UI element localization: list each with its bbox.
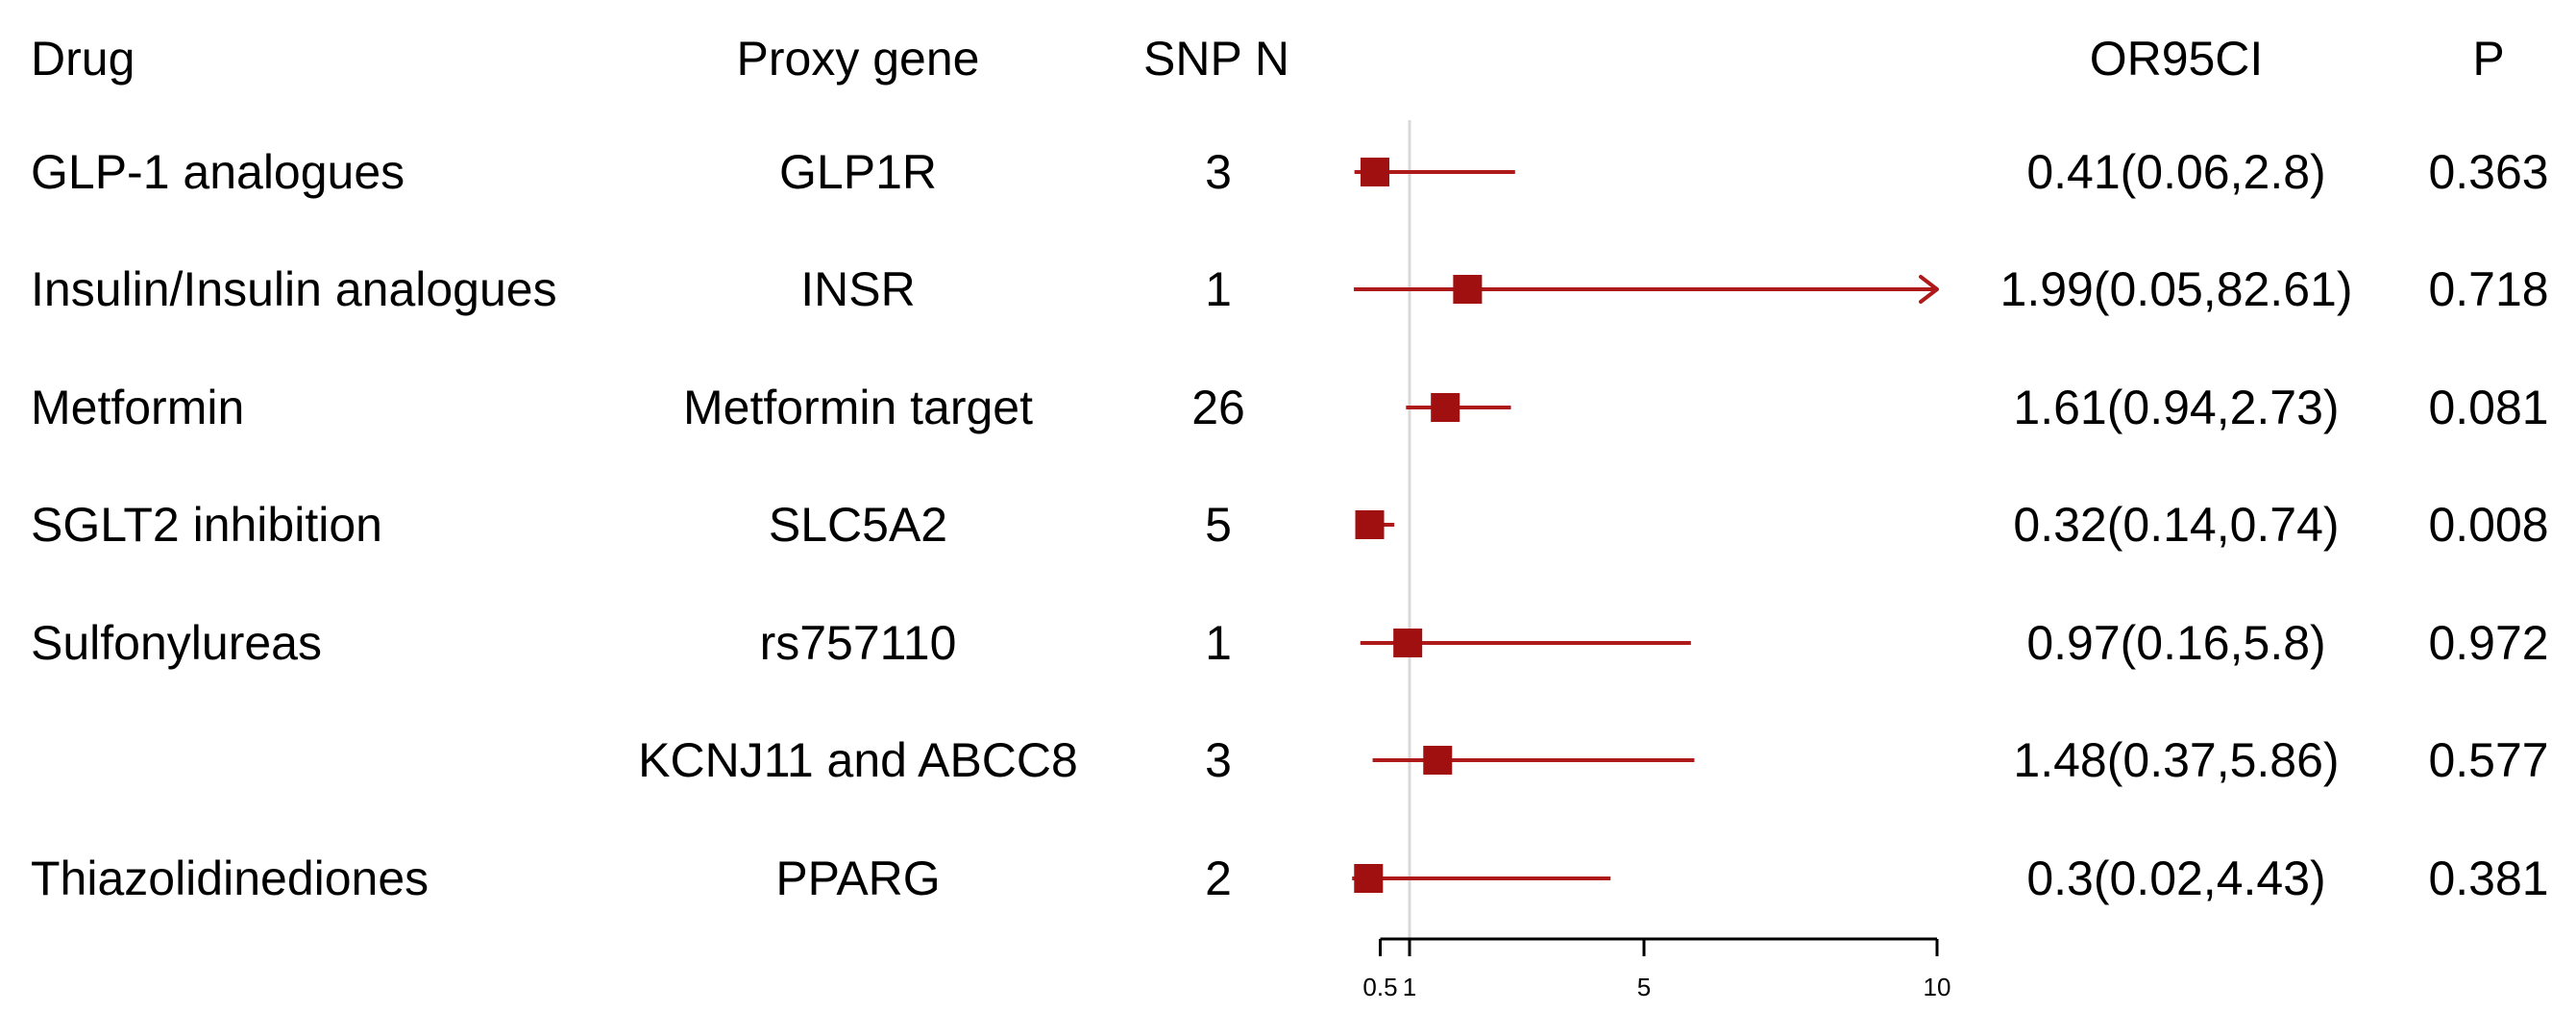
row-proxy-gene-label: Metformin target	[682, 381, 1034, 434]
row-proxy-gene-label: rs757110	[759, 616, 957, 670]
row-or95ci-value: 1.61(0.94,2.73)	[2013, 381, 2340, 434]
column-header-snp-n: SNP N	[1143, 32, 1289, 86]
column-header-or95ci: OR95CI	[2089, 32, 2264, 86]
column-header-drug: Drug	[31, 32, 135, 86]
or-marker	[1354, 864, 1384, 893]
row-snp-n-value: 1	[1205, 616, 1232, 670]
row-or95ci-value: 0.32(0.14,0.74)	[2013, 498, 2340, 552]
row-proxy-gene-label: INSR	[800, 262, 916, 316]
row-p-value: 0.381	[2428, 852, 2549, 905]
axis-tick-label: 0.5	[1362, 973, 1397, 1001]
axis-tick-label: 5	[1637, 973, 1651, 1001]
row-drug-label: GLP-1 analogues	[31, 145, 405, 199]
row-or95ci-value: 1.48(0.37,5.86)	[2013, 733, 2340, 787]
or-marker	[1393, 629, 1423, 657]
or-marker	[1423, 746, 1453, 775]
row-drug-label: Thiazolidinediones	[31, 852, 429, 905]
or-marker	[1431, 393, 1460, 422]
axis-tick-label: 1	[1403, 973, 1416, 1001]
row-drug-label: SGLT2 inhibition	[31, 498, 382, 552]
or-marker	[1355, 510, 1385, 539]
column-header-p: P	[2472, 32, 2505, 86]
row-p-value: 0.008	[2428, 498, 2549, 552]
row-drug-label: Insulin/Insulin analogues	[31, 262, 557, 316]
row-snp-n-value: 1	[1205, 262, 1232, 316]
row-p-value: 0.577	[2428, 733, 2549, 787]
axis-tick-label: 10	[1924, 973, 1951, 1001]
row-proxy-gene-label: SLC5A2	[768, 498, 948, 552]
or-marker	[1453, 275, 1483, 304]
row-proxy-gene-label: GLP1R	[779, 145, 937, 199]
row-snp-n-value: 26	[1191, 381, 1245, 434]
row-proxy-gene-label: KCNJ11 and ABCC8	[638, 733, 1078, 787]
row-or95ci-value: 0.3(0.02,4.43)	[2026, 852, 2326, 905]
row-drug-label: Sulfonylureas	[31, 616, 322, 670]
row-or95ci-value: 0.97(0.16,5.8)	[2026, 616, 2326, 670]
column-header-proxy-gene: Proxy gene	[736, 32, 980, 86]
row-snp-n-value: 2	[1205, 852, 1232, 905]
row-p-value: 0.081	[2428, 381, 2549, 434]
ci-arrow-icon	[1919, 275, 1939, 304]
row-snp-n-value: 3	[1205, 733, 1232, 787]
row-p-value: 0.363	[2428, 145, 2549, 199]
row-or95ci-value: 0.41(0.06,2.8)	[2026, 145, 2326, 199]
row-snp-n-value: 3	[1205, 145, 1232, 199]
row-snp-n-value: 5	[1205, 498, 1232, 552]
row-drug-label: Metformin	[31, 381, 245, 434]
row-proxy-gene-label: PPARG	[775, 852, 941, 905]
row-p-value: 0.972	[2428, 616, 2549, 670]
row-or95ci-value: 1.99(0.05,82.61)	[1999, 262, 2353, 316]
or-marker	[1361, 158, 1390, 186]
row-p-value: 0.718	[2428, 262, 2549, 316]
